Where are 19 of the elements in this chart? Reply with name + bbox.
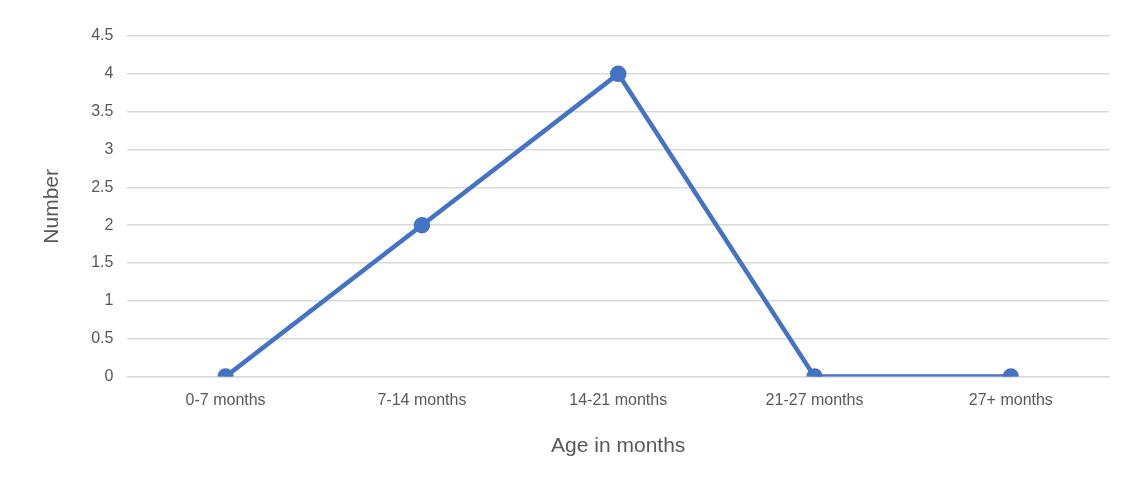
x-tick-label: 0-7 months [185, 390, 266, 408]
x-tick-label: 14-21 months [569, 390, 668, 408]
y-tick-label: 2.5 [91, 177, 114, 195]
y-tick-label: 2 [104, 215, 114, 233]
y-tick-label: 1.5 [91, 253, 114, 271]
point [413, 216, 431, 234]
x-tick-label: 27+ months [968, 390, 1053, 408]
y-tick-label: 0.5 [91, 329, 114, 347]
y-tick-label: 1 [104, 291, 114, 309]
y-tick-label: 3 [104, 139, 114, 157]
point [609, 65, 627, 83]
y-tick-label: 0 [104, 367, 114, 385]
y-axis-title: Number [39, 168, 63, 244]
y-tick-label: 4 [104, 64, 114, 82]
y-tick-label: 3.5 [91, 102, 114, 120]
y-tick-label: 4.5 [91, 26, 114, 44]
x-tick-label: 21-27 months [765, 390, 864, 408]
x-axis-title: Age in months [551, 433, 686, 457]
x-tick-label: 7-14 months [377, 390, 467, 408]
